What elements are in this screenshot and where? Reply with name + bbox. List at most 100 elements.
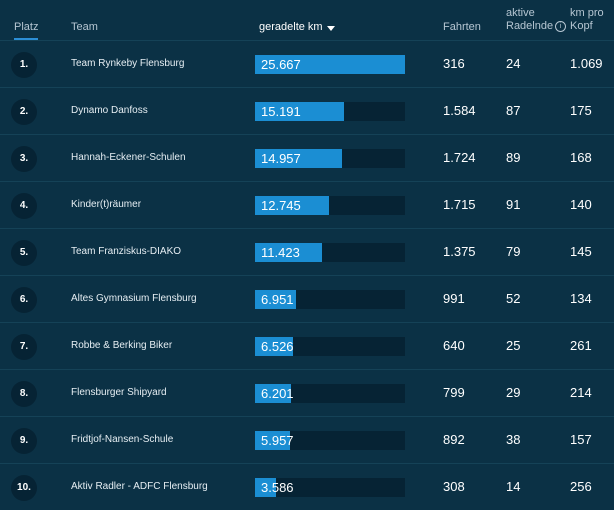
km-bar-fill (255, 384, 291, 403)
aktive-value: 52 (506, 291, 521, 306)
kmpro-value: 1.069 (570, 56, 603, 71)
km-bar-track: 3.586 (255, 478, 405, 497)
km-bar-fill (255, 55, 405, 74)
info-icon[interactable]: i (555, 20, 567, 32)
km-value: 15.191 (261, 104, 301, 119)
kmpro-value: 261 (570, 338, 592, 353)
kmpro-value: 140 (570, 197, 592, 212)
table-row[interactable]: 10. Aktiv Radler - ADFC Flensburg 3.586 308… (0, 463, 614, 510)
aktive-value: 87 (506, 103, 521, 118)
km-bar-track: 12.745 (255, 196, 405, 215)
km-bar-track: 14.957 (255, 149, 405, 168)
column-header-kmpro[interactable]: km pro Kopf (570, 7, 614, 33)
column-header-fahrten[interactable]: Fahrten (443, 21, 481, 33)
km-value: 3.586 (261, 480, 294, 495)
column-header-aktive-line2-wrap: Radelnde i (506, 20, 570, 33)
column-header-aktive-line1: aktive (506, 7, 535, 19)
table-row[interactable]: 7. Robbe & Berking Biker 6.526 640 25 261 (0, 322, 614, 369)
column-header-aktive-line2: Radelnde (506, 20, 554, 32)
team-name[interactable]: Kinder(t)räumer (71, 199, 142, 210)
km-bar-fill (255, 196, 329, 215)
rank-badge: 10. (11, 475, 37, 501)
rank-badge: 2. (11, 99, 37, 125)
table-row[interactable]: 3. Hannah-Eckener-Schulen 14.957 1.724 89 168 (0, 134, 614, 181)
km-bar-track: 6.526 (255, 337, 405, 356)
column-header-aktive[interactable]: aktive Radelnde i (506, 7, 570, 33)
aktive-value: 89 (506, 150, 521, 165)
km-value: 14.957 (261, 151, 301, 166)
aktive-value: 29 (506, 385, 521, 400)
km-bar-fill (255, 102, 344, 121)
fahrten-value: 1.375 (443, 244, 476, 259)
kmpro-value: 168 (570, 150, 592, 165)
fahrten-value: 1.724 (443, 150, 476, 165)
table-row[interactable]: 8. Flensburger Shipyard 6.201 799 29 214 (0, 369, 614, 416)
rank-badge: 8. (11, 381, 37, 407)
km-bar-track: 6.951 (255, 290, 405, 309)
fahrten-value: 991 (443, 291, 465, 306)
table-row[interactable]: 1. Team Rynkeby Flensburg 25.667 316 24 1.069 (0, 40, 614, 87)
km-value: 25.667 (261, 57, 301, 72)
rank-badge: 5. (11, 240, 37, 266)
column-header-kmpro-line1: km pro (570, 7, 604, 19)
team-name[interactable]: Dynamo Danfoss (71, 105, 148, 116)
fahrten-value: 799 (443, 385, 465, 400)
km-value: 12.745 (261, 198, 301, 213)
kmpro-value: 134 (570, 291, 592, 306)
km-bar-track: 5.957 (255, 431, 405, 450)
rank-badge: 3. (11, 146, 37, 172)
km-bar-track: 11.423 (255, 243, 405, 262)
aktive-value: 38 (506, 432, 521, 447)
column-header-km[interactable]: geradelte km (259, 21, 335, 34)
fahrten-value: 640 (443, 338, 465, 353)
km-bar-fill (255, 431, 290, 450)
km-value: 5.957 (261, 433, 294, 448)
table-row[interactable]: 6. Altes Gymnasium Flensburg 6.951 991 52 134 (0, 275, 614, 322)
kmpro-value: 175 (570, 103, 592, 118)
km-bar-track: 15.191 (255, 102, 405, 121)
table-row[interactable]: 4. Kinder(t)räumer 12.745 1.715 91 140 (0, 181, 614, 228)
aktive-value: 25 (506, 338, 521, 353)
sort-desc-icon (326, 26, 335, 31)
rank-badge: 6. (11, 287, 37, 313)
kmpro-value: 214 (570, 385, 592, 400)
table-row[interactable]: 9. Fridtjof-Nansen-Schule 5.957 892 38 157 (0, 416, 614, 463)
aktive-value: 14 (506, 479, 521, 494)
column-header-platz[interactable]: Platz (14, 21, 39, 40)
aktive-value: 91 (506, 197, 521, 212)
rank-badge: 4. (11, 193, 37, 219)
aktive-value: 24 (506, 56, 521, 71)
fahrten-value: 316 (443, 56, 465, 71)
km-bar-fill (255, 290, 296, 309)
km-value: 6.526 (261, 339, 294, 354)
team-name[interactable]: Robbe & Berking Biker (71, 340, 173, 351)
column-header-km-label: geradelte km (259, 21, 323, 33)
team-name[interactable]: Flensburger Shipyard (71, 387, 167, 398)
km-bar-fill (255, 149, 342, 168)
rank-badge: 7. (11, 334, 37, 360)
rank-badge: 1. (11, 52, 37, 78)
km-bar-track: 6.201 (255, 384, 405, 403)
kmpro-value: 157 (570, 432, 592, 447)
column-header-team[interactable]: Team (71, 21, 98, 33)
km-bar-fill (255, 337, 293, 356)
km-bar-track: 25.667 (255, 55, 405, 74)
team-name[interactable]: Aktiv Radler - ADFC Flensburg (71, 481, 208, 492)
kmpro-value: 256 (570, 479, 592, 494)
km-value: 6.201 (261, 386, 294, 401)
fahrten-value: 1.715 (443, 197, 476, 212)
table-row[interactable]: 2. Dynamo Danfoss 15.191 1.584 87 175 (0, 87, 614, 134)
team-name[interactable]: Fridtjof-Nansen-Schule (71, 434, 174, 445)
team-name[interactable]: Hannah-Eckener-Schulen (71, 152, 186, 163)
km-value: 11.423 (261, 245, 300, 260)
team-name[interactable]: Team Franziskus-DIAKO (71, 246, 182, 257)
aktive-value: 79 (506, 244, 521, 259)
fahrten-value: 892 (443, 432, 465, 447)
table-row[interactable]: 5. Team Franziskus-DIAKO 11.423 1.375 79 145 (0, 228, 614, 275)
team-name[interactable]: Altes Gymnasium Flensburg (71, 293, 197, 304)
ranking-table: 1. Team Rynkeby Flensburg 25.667 316 24 1.069… (0, 40, 614, 510)
table-header: Platz Team geradelte km Fahrten aktive R… (0, 0, 614, 40)
km-bar-fill (255, 478, 276, 497)
column-header-kmpro-line2: Kopf (570, 20, 593, 32)
team-name[interactable]: Team Rynkeby Flensburg (71, 58, 185, 69)
